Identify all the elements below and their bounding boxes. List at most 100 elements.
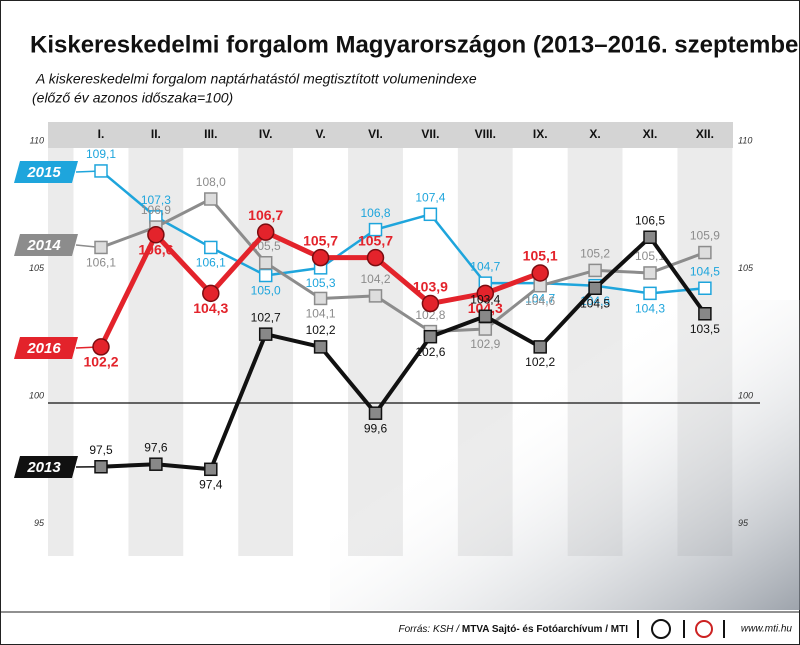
marker bbox=[258, 268, 273, 283]
data-label: 102,8 bbox=[415, 308, 445, 322]
y-tick-label: 95 bbox=[738, 518, 749, 528]
marker bbox=[698, 281, 712, 295]
marker bbox=[478, 309, 493, 324]
legend-label: 2016 bbox=[26, 340, 61, 357]
marker bbox=[311, 248, 330, 267]
marker bbox=[368, 222, 383, 237]
x-tick-label: XI. bbox=[643, 127, 658, 141]
marker bbox=[366, 248, 385, 267]
source: Forrás: KSH / bbox=[399, 624, 462, 635]
x-tick-label: V. bbox=[315, 127, 325, 141]
data-label: 106,5 bbox=[635, 213, 665, 227]
logo bbox=[695, 620, 713, 638]
marker bbox=[258, 327, 273, 341]
data-label: 102,7 bbox=[251, 310, 281, 324]
data-label: 103,4 bbox=[470, 292, 500, 306]
data-label: 106,1 bbox=[86, 256, 116, 270]
marker bbox=[313, 291, 328, 306]
data-label: 105,0 bbox=[251, 284, 281, 298]
marker bbox=[258, 256, 273, 270]
y-tick-label: 105 bbox=[738, 263, 754, 273]
marker bbox=[698, 307, 712, 321]
marker bbox=[643, 266, 657, 280]
series-line bbox=[100, 197, 706, 334]
series-line bbox=[100, 235, 707, 472]
legend-swatch bbox=[14, 456, 78, 478]
marker bbox=[94, 240, 108, 255]
legend-swatch bbox=[14, 161, 78, 183]
data-label: 104,3 bbox=[193, 300, 228, 316]
data-label: 105,9 bbox=[690, 229, 720, 243]
x-tick-label: III. bbox=[204, 127, 217, 141]
marker bbox=[368, 289, 383, 303]
x-tick-label: VIII. bbox=[475, 127, 496, 141]
data-label: 97,5 bbox=[89, 443, 113, 457]
data-label: 105,7 bbox=[303, 232, 338, 248]
y-tick-label: 105 bbox=[29, 263, 45, 273]
x-tick-label: XII. bbox=[696, 127, 714, 141]
data-label: 103,5 bbox=[690, 322, 720, 336]
marker bbox=[643, 286, 657, 301]
data-label: 104,7 bbox=[470, 259, 500, 273]
y-tick-label: 95 bbox=[34, 518, 45, 528]
marker bbox=[92, 338, 110, 356]
marker bbox=[368, 406, 383, 420]
marker bbox=[94, 164, 108, 178]
data-label: 102,6 bbox=[415, 345, 445, 359]
x-tick-label: IV. bbox=[259, 127, 273, 141]
data-label: 106,6 bbox=[138, 241, 173, 257]
data-label: 105,1 bbox=[635, 249, 665, 263]
band bbox=[183, 148, 239, 556]
data-label: 106,9 bbox=[141, 203, 171, 217]
legend-label: 2013 bbox=[26, 459, 61, 476]
agency: MTVA Sajtó- és Fotóarchívum / MTI bbox=[462, 624, 628, 635]
marker bbox=[149, 457, 163, 471]
header-strip bbox=[48, 122, 733, 148]
marker bbox=[204, 192, 218, 206]
marker bbox=[204, 240, 218, 255]
legend-swatch bbox=[14, 234, 78, 256]
data-label: 104,2 bbox=[360, 272, 390, 286]
series-line bbox=[100, 169, 706, 295]
x-tick-label: I. bbox=[98, 127, 105, 141]
y-tick-label: 100 bbox=[29, 390, 44, 400]
data-label: 107,4 bbox=[415, 190, 445, 204]
legend-swatch bbox=[14, 337, 78, 359]
data-label: 102,2 bbox=[83, 354, 118, 370]
footer-url: www.mti.hu bbox=[741, 624, 793, 635]
data-label: 106,1 bbox=[196, 256, 226, 270]
data-label: 104,3 bbox=[635, 302, 665, 316]
data-label: 106,7 bbox=[248, 207, 283, 223]
marker bbox=[423, 329, 438, 344]
data-label: 107,3 bbox=[141, 193, 171, 207]
data-label: 108,0 bbox=[196, 175, 226, 189]
data-label: 104,5 bbox=[690, 264, 720, 278]
data-label: 103,9 bbox=[413, 278, 448, 294]
marker bbox=[421, 294, 440, 313]
band bbox=[238, 148, 294, 556]
data-label: 102,2 bbox=[525, 355, 555, 369]
marker bbox=[698, 245, 712, 260]
data-label: 105,1 bbox=[523, 248, 558, 264]
legend-label: 2015 bbox=[26, 164, 61, 181]
marker bbox=[476, 284, 495, 303]
x-tick-label: VII. bbox=[421, 127, 439, 141]
marker bbox=[256, 223, 275, 241]
data-label: 97,6 bbox=[144, 440, 168, 454]
data-label: 104,7 bbox=[525, 291, 555, 305]
chart-title: Kiskereskedelmi forgalom Magyarországon … bbox=[30, 31, 800, 58]
x-tick-label: II. bbox=[151, 127, 161, 141]
marker bbox=[94, 460, 108, 474]
subtitle: A kiskereskedelmi forgalom naptárhatástó… bbox=[35, 71, 477, 87]
data-label: 105,7 bbox=[358, 232, 393, 248]
data-label: 104,3 bbox=[468, 300, 503, 316]
marker bbox=[531, 264, 549, 282]
data-label: 104,6 bbox=[525, 294, 555, 308]
marker bbox=[588, 281, 602, 295]
legend-label: 2014 bbox=[26, 237, 61, 254]
y-tick-label: 100 bbox=[738, 390, 753, 400]
marker bbox=[204, 462, 218, 477]
marker bbox=[147, 225, 165, 244]
data-label: 99,6 bbox=[364, 421, 388, 435]
y-tick-label: 110 bbox=[30, 135, 44, 145]
